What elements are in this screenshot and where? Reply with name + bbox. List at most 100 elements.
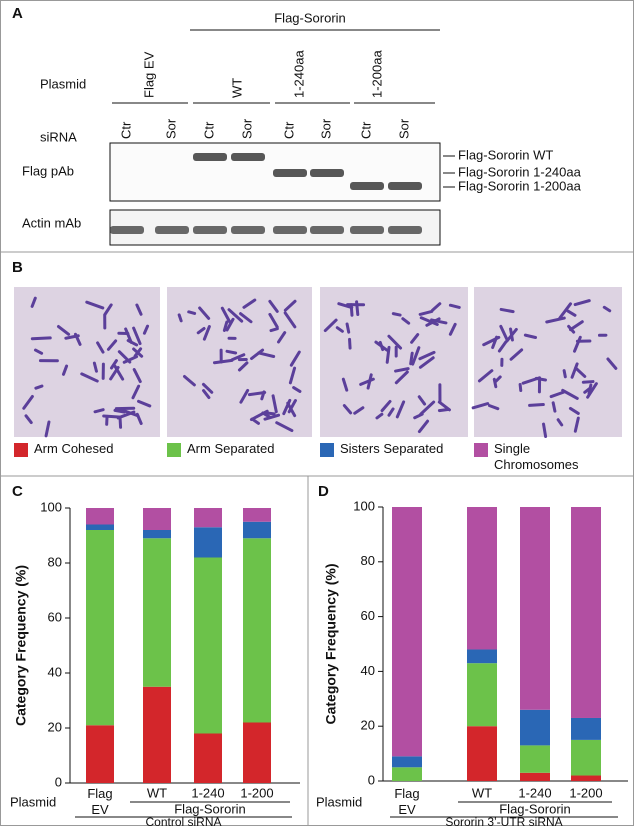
chromosome (570, 362, 579, 379)
legend-label-box: Sisters Separated (340, 441, 444, 456)
bar-segment (86, 508, 114, 525)
chromosome (73, 332, 82, 346)
chromosome (263, 413, 281, 421)
chromosome (341, 377, 349, 392)
legend-label-box: Arm Separated (187, 441, 275, 456)
band-label: Flag-Sororin WT (458, 147, 553, 162)
bar-segment (86, 725, 114, 783)
legend-swatch (320, 443, 334, 457)
bar-segment (467, 649, 497, 664)
chromosome (109, 359, 118, 370)
chromosome (568, 406, 580, 415)
chromosome (602, 305, 612, 313)
sirna-label: Sor (318, 118, 333, 139)
chromosome (409, 351, 414, 366)
blot-band (110, 226, 144, 234)
chromosome (477, 369, 494, 383)
chromosome (103, 303, 113, 317)
y-tick-label: 100 (40, 499, 62, 514)
x-tick-label: WT (147, 785, 167, 800)
y-tick-label: 20 (48, 719, 62, 734)
x-axis-label: Plasmid (10, 794, 56, 809)
sirna-label: Ctr (201, 121, 216, 139)
bar-segment (194, 733, 222, 783)
chromosome (30, 336, 52, 341)
chromosome (497, 340, 508, 353)
chromosome (380, 399, 392, 413)
blot-band (193, 153, 227, 161)
group-label: Flag-Sororin (499, 801, 571, 816)
bar-segment (243, 521, 271, 539)
chromosome (418, 350, 436, 361)
chromosome (488, 404, 500, 411)
chromosome (261, 411, 272, 419)
micrograph (320, 287, 468, 437)
chromosome (545, 316, 566, 324)
legend-label-box: Arm Cohesed (34, 441, 113, 456)
chromosome (586, 382, 598, 399)
chromosome (222, 320, 229, 332)
chromosome (292, 386, 302, 393)
blot-band (388, 226, 422, 234)
chromosome (283, 311, 297, 329)
y-tick-label: 0 (55, 774, 62, 789)
blot-band (193, 226, 227, 234)
x-tick-label: 1-200 (569, 785, 602, 800)
chromosome (528, 403, 545, 407)
chromosome (202, 325, 211, 341)
bar-segment (520, 709, 550, 746)
chromosome (509, 348, 524, 361)
chromosome (230, 353, 246, 362)
y-tick-label: 40 (48, 664, 62, 679)
legend-label: Sisters Separated (340, 441, 444, 456)
chromosome (391, 312, 402, 317)
legend-swatch (474, 443, 488, 457)
chromosome (492, 377, 498, 389)
chromosome (323, 318, 338, 333)
chromosome (499, 324, 509, 341)
chromosome (505, 327, 518, 343)
bar-segment (143, 508, 171, 530)
chromosome (499, 307, 515, 314)
chromosome (411, 346, 421, 366)
chromosome (269, 327, 279, 333)
x-axis-label: Plasmid (316, 794, 362, 809)
bar-segment (571, 507, 601, 718)
legend-swatch (167, 443, 181, 457)
chromosome (289, 350, 301, 367)
blot-band (273, 226, 307, 234)
chromosome (196, 326, 206, 335)
chromosome (102, 414, 122, 419)
blot-label: Actin mAb (22, 215, 81, 230)
chromosome (437, 400, 451, 412)
y-tick-label: 60 (361, 608, 375, 623)
chromosome (551, 401, 557, 413)
blot-band (350, 226, 384, 234)
chromosome (250, 348, 265, 361)
chromosome (56, 325, 71, 336)
chromosome (394, 370, 409, 385)
chromosome (556, 418, 564, 427)
chromosome (187, 310, 197, 315)
bar-segment (143, 530, 171, 539)
plasmid-label: 1-240aa (291, 50, 306, 98)
x-tick-label: WT (472, 785, 492, 800)
plasmid-label: WT (229, 78, 244, 98)
bar-segment (392, 756, 422, 768)
chromosome (85, 300, 105, 310)
bar-segment (86, 524, 114, 530)
chromosome (288, 366, 297, 385)
y-tick-label: 0 (368, 772, 375, 787)
chromosome (534, 376, 547, 382)
chromosome (237, 361, 249, 372)
chromosome (419, 400, 436, 416)
chromosome (106, 339, 118, 351)
chromosome (425, 317, 441, 327)
chromosome (30, 296, 37, 308)
chromosome (225, 349, 238, 355)
legend-label: Arm Separated (187, 441, 275, 456)
bar-segment (520, 745, 550, 773)
chromosome (491, 335, 499, 350)
chromosome (286, 401, 297, 418)
bar-segment (467, 507, 497, 650)
